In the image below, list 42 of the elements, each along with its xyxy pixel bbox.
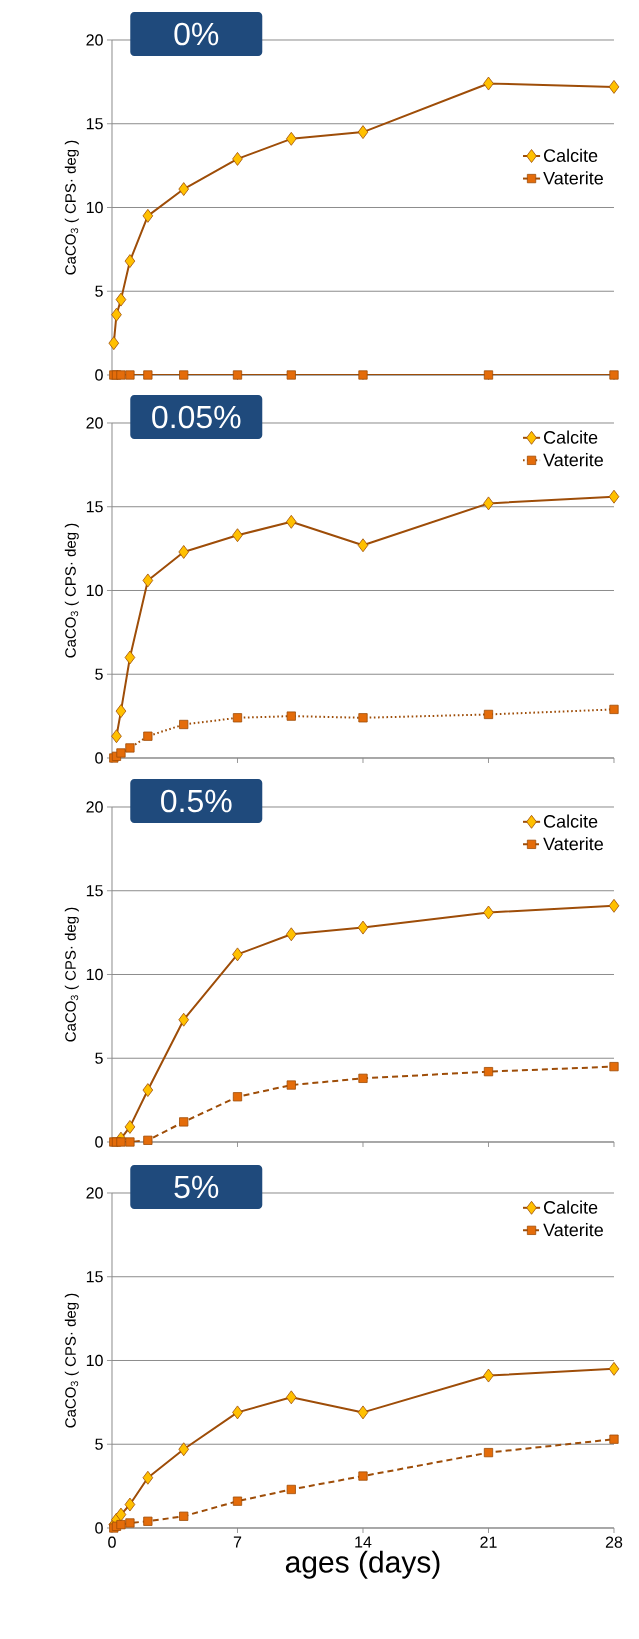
chart-title: 5%	[174, 1175, 219, 1199]
x-tick-label: 14	[355, 1536, 372, 1548]
y-tick-label: 0	[95, 752, 103, 764]
y-tick-label: 10	[86, 201, 103, 214]
y-tick-label: 15	[86, 885, 103, 897]
y-tick-label: 20	[86, 1187, 103, 1199]
y-tick-label: 0	[95, 1136, 103, 1148]
x-tick-label: 21	[480, 1536, 497, 1548]
y-tick-label: 5	[95, 285, 103, 297]
legend-label: Calcite	[543, 430, 598, 444]
y-axis-title: CaCO$_{3}$ ( CPS· deg )	[64, 1293, 79, 1428]
legend-label: Calcite	[543, 148, 598, 162]
y-axis-title: CaCO$_{3}$ ( CPS· deg )	[64, 140, 79, 275]
x-tick-label: 7	[233, 1536, 242, 1548]
y-tick-label: 15	[86, 1271, 103, 1283]
legend-label: Vaterite	[543, 171, 603, 185]
y-tick-label: 10	[86, 584, 103, 597]
y-tick-label: 10	[86, 1354, 103, 1367]
y-tick-label: 5	[95, 1438, 103, 1450]
y-tick-label: 20	[86, 417, 103, 429]
chart-title: 0.05%	[152, 405, 241, 429]
legend-label: Calcite	[543, 814, 598, 828]
y-tick-label: 0	[95, 369, 103, 381]
y-tick-label: 15	[86, 501, 103, 513]
y-tick-label: 0	[95, 1522, 103, 1534]
legend-label: Vaterite	[543, 837, 603, 851]
x-tick-label: 0	[108, 1536, 116, 1548]
y-tick-label: 20	[86, 801, 103, 813]
y-tick-label: 5	[95, 668, 103, 680]
chart-title: 0%	[174, 22, 219, 46]
y-tick-label: 5	[95, 1052, 103, 1064]
y-axis-title: CaCO$_{3}$ ( CPS· deg )	[64, 907, 79, 1042]
legend-label: Vaterite	[543, 1223, 603, 1237]
x-tick-label: 28	[605, 1536, 623, 1548]
y-tick-label: 15	[86, 118, 103, 130]
chart-title: 0.5%	[161, 789, 232, 813]
legend-label: Vaterite	[543, 453, 603, 467]
y-axis-title: CaCO$_{3}$ ( CPS· deg )	[64, 523, 79, 658]
x-axis-title: ages (days)	[285, 1550, 440, 1579]
y-tick-label: 10	[86, 968, 103, 981]
legend-label: Calcite	[543, 1200, 598, 1214]
y-tick-label: 20	[86, 34, 103, 46]
